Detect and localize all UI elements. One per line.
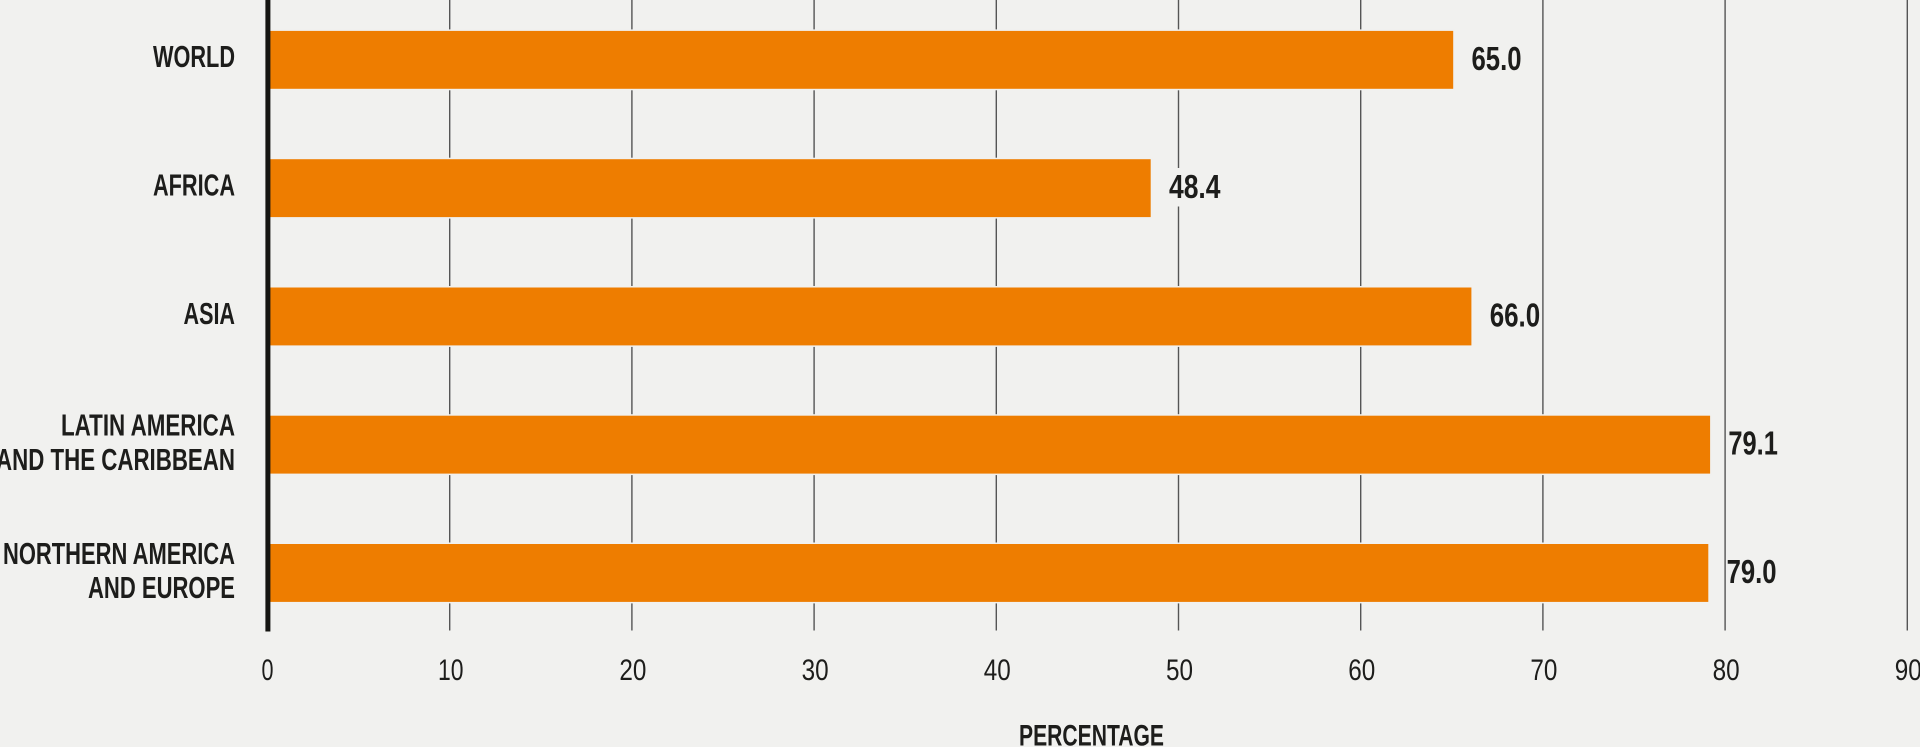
svg-text:ASIA: ASIA (184, 296, 236, 331)
svg-text:NORTHERN AMERICA: NORTHERN AMERICA (3, 536, 235, 571)
svg-text:AFRICA: AFRICA (153, 168, 235, 203)
svg-text:PERCENTAGE: PERCENTAGE (1019, 720, 1164, 747)
svg-text:66.0: 66.0 (1490, 298, 1541, 335)
svg-text:40: 40 (984, 654, 1011, 687)
svg-text:48.4: 48.4 (1169, 169, 1221, 206)
svg-text:65.0: 65.0 (1472, 41, 1522, 78)
svg-text:AND THE CARIBBEAN: AND THE CARIBBEAN (0, 442, 235, 477)
svg-text:90: 90 (1895, 654, 1920, 687)
svg-text:WORLD: WORLD (153, 39, 235, 74)
svg-text:10: 10 (438, 654, 464, 687)
svg-text:79.1: 79.1 (1728, 426, 1778, 463)
svg-text:30: 30 (802, 654, 829, 687)
svg-text:AND EUROPE: AND EUROPE (88, 570, 235, 605)
svg-text:70: 70 (1530, 654, 1557, 687)
svg-text:50: 50 (1166, 654, 1193, 687)
svg-text:80: 80 (1713, 654, 1740, 687)
svg-text:79.0: 79.0 (1727, 554, 1777, 591)
svg-text:0: 0 (262, 654, 274, 687)
svg-text:60: 60 (1348, 654, 1375, 687)
svg-text:20: 20 (619, 654, 646, 687)
svg-text:LATIN AMERICA: LATIN AMERICA (61, 408, 235, 443)
